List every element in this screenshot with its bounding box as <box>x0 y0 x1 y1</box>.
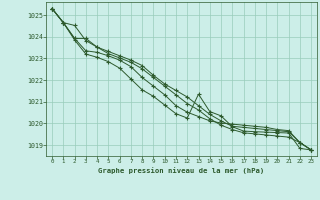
X-axis label: Graphe pression niveau de la mer (hPa): Graphe pression niveau de la mer (hPa) <box>99 167 265 174</box>
